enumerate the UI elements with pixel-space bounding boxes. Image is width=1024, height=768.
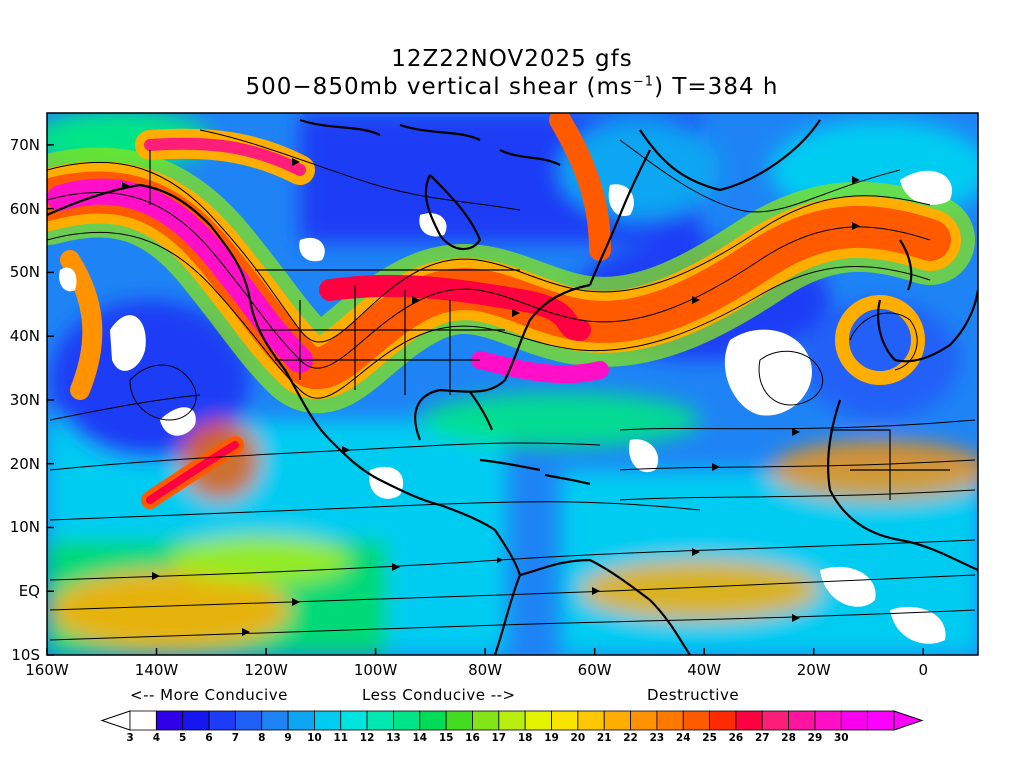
latitude-label: 20N xyxy=(9,454,40,473)
colorbar-tick-label: 16 xyxy=(465,732,480,744)
colorbar-tick-label: 9 xyxy=(284,732,292,744)
title-field-text: 500−850mb vertical shear (ms xyxy=(245,74,633,100)
colorbar-swatch xyxy=(287,710,315,731)
colorbar-tick-label: 10 xyxy=(307,732,322,744)
colorbar-swatch xyxy=(234,710,263,731)
colorbar-swatch xyxy=(498,710,526,731)
colorbar-tick-label: 3 xyxy=(126,732,134,744)
colorbar-tick-label: 11 xyxy=(333,732,349,744)
colorbar-swatch xyxy=(735,710,763,731)
shear-field xyxy=(47,113,978,655)
chart-title-field: 500−850mb vertical shear (ms−1) T=384 h xyxy=(0,74,1024,100)
colorbar-swatch xyxy=(577,710,605,731)
streamline-arrows xyxy=(122,158,860,636)
latitude-label: EQ xyxy=(18,582,40,601)
colorbar-tick-label: 6 xyxy=(205,732,213,744)
longitude-label: 60W xyxy=(577,661,612,679)
colorbar-tick-label: 15 xyxy=(438,732,454,744)
colorbar-swatch xyxy=(393,710,421,731)
colorbar-tick-label: 7 xyxy=(231,732,240,744)
shear-colorbar xyxy=(100,710,924,731)
colorbar-tick-label: 27 xyxy=(754,732,770,744)
axis-ticks xyxy=(46,144,924,656)
colorbar-swatch xyxy=(840,710,869,731)
more-conducive-label: <-- More Conducive xyxy=(130,686,288,704)
colorbar-swatch xyxy=(129,710,157,731)
colorbar-tick-label: 19 xyxy=(544,732,559,744)
colorbar-tick-label: 14 xyxy=(412,732,428,744)
colorbar-tick-label: 20 xyxy=(570,732,586,744)
colorbar-tick-label: 29 xyxy=(807,732,823,744)
longitude-label: 0 xyxy=(918,661,928,679)
colorbar-swatch xyxy=(814,710,842,731)
colorbar-tick-label: 17 xyxy=(491,732,507,744)
colorbar-low-arrow xyxy=(100,710,131,731)
longitude-label: 160W xyxy=(25,661,69,679)
colorbar-swatch xyxy=(788,710,816,731)
colorbar-swatch xyxy=(340,710,368,731)
latitude-label: 30N xyxy=(9,390,40,409)
colorbar-swatch xyxy=(445,710,473,731)
latitude-label: 40N xyxy=(9,327,40,346)
latitude-label: 70N xyxy=(9,135,40,154)
colorbar-swatch xyxy=(155,710,184,731)
colorbar-tick-label: 18 xyxy=(517,732,533,744)
latitude-label: 60N xyxy=(9,199,40,218)
colorbar-swatch xyxy=(709,710,737,731)
colorbar-swatch xyxy=(314,710,342,731)
colorbar-swatch xyxy=(603,710,631,731)
colorbar-swatch xyxy=(419,710,447,731)
colorbar-tick-label: 30 xyxy=(833,732,849,744)
colorbar-swatch xyxy=(682,710,710,731)
colorbar-swatch xyxy=(867,710,895,731)
colorbar-tick-label: 23 xyxy=(649,732,665,744)
colorbar-swatch xyxy=(656,710,684,731)
colorbar-tick-label: 22 xyxy=(623,732,638,744)
colorbar-swatch xyxy=(472,710,500,731)
colorbar-swatch xyxy=(524,710,552,731)
colorbar-tick-label: 21 xyxy=(596,732,612,744)
longitude-label: 80W xyxy=(468,661,503,679)
title-forecast-hour: ) T=384 h xyxy=(654,74,779,100)
colorbar-tick-label: 26 xyxy=(728,732,744,744)
colorbar-tick-label: 8 xyxy=(258,732,266,744)
colorbar-swatch xyxy=(261,710,289,731)
longitude-label: 40W xyxy=(687,661,722,679)
longitude-label: 140W xyxy=(134,661,179,679)
colorbar-tick-label: 28 xyxy=(781,732,796,744)
latitude-label: 10S xyxy=(11,646,40,664)
map-frame xyxy=(46,112,979,656)
title-unit-exponent: −1 xyxy=(632,74,655,90)
colorbar-swatch xyxy=(761,710,790,731)
chart-title-run: 12Z22NOV2025 gfs xyxy=(391,46,633,72)
longitude-label: 20W xyxy=(796,661,831,679)
colorbar-swatch xyxy=(182,710,210,731)
colorbar-swatch xyxy=(366,710,394,731)
colorbar-high-arrow xyxy=(893,710,924,731)
less-conducive-label: Less Conducive --> xyxy=(362,686,516,704)
colorbar-tick-label: 12 xyxy=(359,732,375,744)
colorbar-swatch xyxy=(630,710,658,731)
longitude-label: 120W xyxy=(244,661,288,679)
latitude-label: 50N xyxy=(9,263,40,282)
colorbar-tick-label: 5 xyxy=(179,732,187,744)
destructive-label: Destructive xyxy=(647,686,740,704)
latitude-label: 10N xyxy=(9,518,40,537)
colorbar-swatch xyxy=(208,710,236,731)
colorbar-tick-label: 25 xyxy=(702,732,717,744)
colorbar-tick-label: 24 xyxy=(675,732,691,744)
longitude-label: 100W xyxy=(353,661,398,679)
colorbar-tick-label: 13 xyxy=(386,732,401,744)
colorbar-swatch xyxy=(551,710,579,731)
colorbar-tick-label: 4 xyxy=(152,732,160,744)
